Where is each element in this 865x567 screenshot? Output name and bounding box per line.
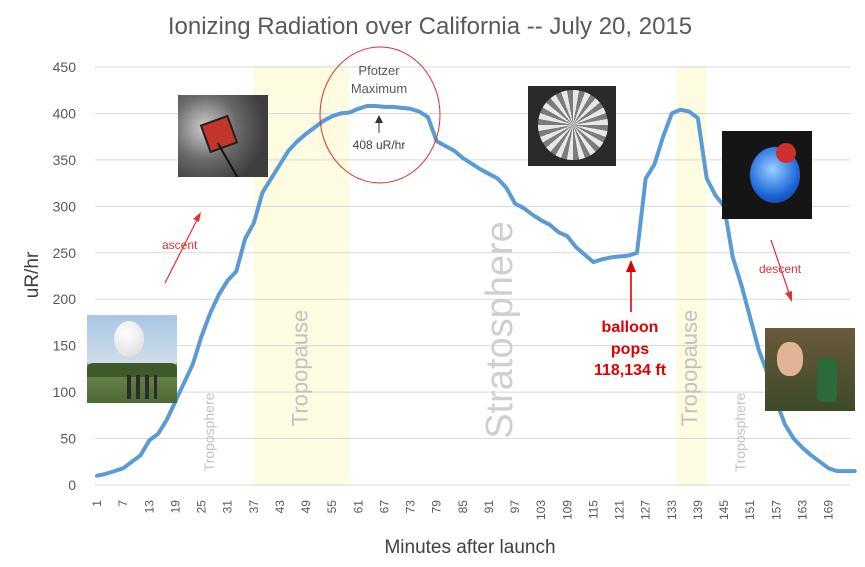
x-tick-157: 157: [769, 500, 783, 520]
region-label-4: Troposphere: [732, 392, 748, 471]
pops-label-line2: pops: [611, 341, 649, 358]
ascent-arrow-head: [193, 212, 201, 222]
payload-balloon-photo: [722, 131, 812, 219]
people-shapes: [127, 375, 157, 399]
x-tick-25: 25: [195, 500, 209, 514]
region-labels: Troposphere Tropopause Stratosphere Tropopa…: [201, 221, 748, 471]
pfotzer-circle: [319, 46, 441, 184]
payload-tether: [216, 142, 242, 177]
x-tick-19: 19: [168, 500, 182, 514]
balloon-launch-photo: [87, 315, 177, 403]
x-tick-133: 133: [665, 500, 679, 520]
x-tick-97: 97: [508, 500, 522, 514]
x-tick-139: 139: [691, 500, 705, 520]
y-tick-250: 250: [53, 245, 77, 261]
x-tick-127: 127: [639, 500, 653, 520]
y-tick-300: 300: [53, 198, 77, 214]
y-tick-50: 50: [60, 431, 76, 447]
x-tick-43: 43: [273, 500, 287, 514]
x-tick-61: 61: [351, 500, 365, 514]
y-tick-450: 450: [53, 59, 77, 75]
tree-shapes: [87, 363, 177, 377]
descent-arrow-head: [785, 291, 792, 302]
x-tick-151: 151: [743, 500, 757, 520]
balloon-shape: [114, 321, 144, 357]
chart-title: Ionizing Radiation over California -- Ju…: [168, 13, 692, 40]
series-layer: [95, 104, 857, 478]
x-tick-73: 73: [404, 500, 418, 514]
peak-arrow-head: [375, 115, 383, 123]
series-line-0: [95, 104, 857, 478]
x-tick-91: 91: [482, 500, 496, 514]
recovery-team-photo: [765, 328, 855, 411]
y-tick-0: 0: [68, 477, 76, 493]
y-tick-350: 350: [53, 152, 77, 168]
y-tick-150: 150: [53, 338, 77, 354]
peak-value-label: 408 uR/hr: [353, 138, 406, 152]
y-tick-200: 200: [53, 291, 77, 307]
x-tick-79: 79: [430, 500, 444, 514]
region-label-0: Troposphere: [201, 392, 217, 471]
pops-label-line1: balloon: [602, 319, 659, 336]
y-tick-400: 400: [53, 105, 77, 121]
x-tick-7: 7: [116, 500, 130, 507]
x-tick-121: 121: [613, 500, 627, 520]
region-label-3: Tropopause: [677, 310, 702, 427]
payload-camera-photo: [178, 95, 268, 177]
pfotzer-label-line1: Pfotzer: [358, 63, 400, 78]
x-tick-49: 49: [299, 500, 313, 514]
x-tick-163: 163: [795, 500, 809, 520]
x-tick-67: 67: [377, 500, 391, 514]
x-tick-13: 13: [142, 500, 156, 514]
red-patch: [776, 143, 796, 163]
x-tick-labels: 1 7 13 19 25 31 37 43 49 55 61 67 73 79 85 91 97 103 109 11…: [90, 500, 836, 520]
region-label-1: Tropopause: [287, 310, 312, 427]
ascent-label: ascent: [162, 238, 198, 252]
pops-arrow-head: [626, 260, 636, 272]
ascent-arrow: [164, 219, 198, 284]
region-label-2: Stratosphere: [479, 221, 521, 439]
x-tick-1: 1: [90, 500, 104, 507]
x-axis-label: Minutes after launch: [384, 537, 555, 558]
person-shape: [817, 358, 837, 402]
x-tick-145: 145: [717, 500, 731, 520]
burst-balloon-photo: [528, 86, 616, 166]
balloon-fragments: [538, 90, 608, 160]
y-axis-label: uR/hr: [22, 251, 43, 298]
pfotzer-label-line2: Maximum: [351, 81, 407, 96]
x-tick-115: 115: [586, 500, 600, 519]
x-tick-109: 109: [560, 500, 574, 520]
x-tick-55: 55: [325, 500, 339, 514]
x-tick-103: 103: [534, 500, 548, 520]
face-shape: [777, 342, 803, 376]
x-tick-31: 31: [221, 500, 235, 514]
descent-arrow: [770, 239, 790, 294]
x-tick-37: 37: [247, 500, 261, 514]
x-tick-85: 85: [456, 500, 470, 514]
x-tick-169: 169: [822, 500, 836, 520]
y-tick-labels: 0 50 100 150 200 250 300 350 400 450: [53, 59, 77, 493]
y-tick-100: 100: [53, 384, 77, 400]
pops-label-line3: 118,134 ft: [594, 362, 667, 379]
